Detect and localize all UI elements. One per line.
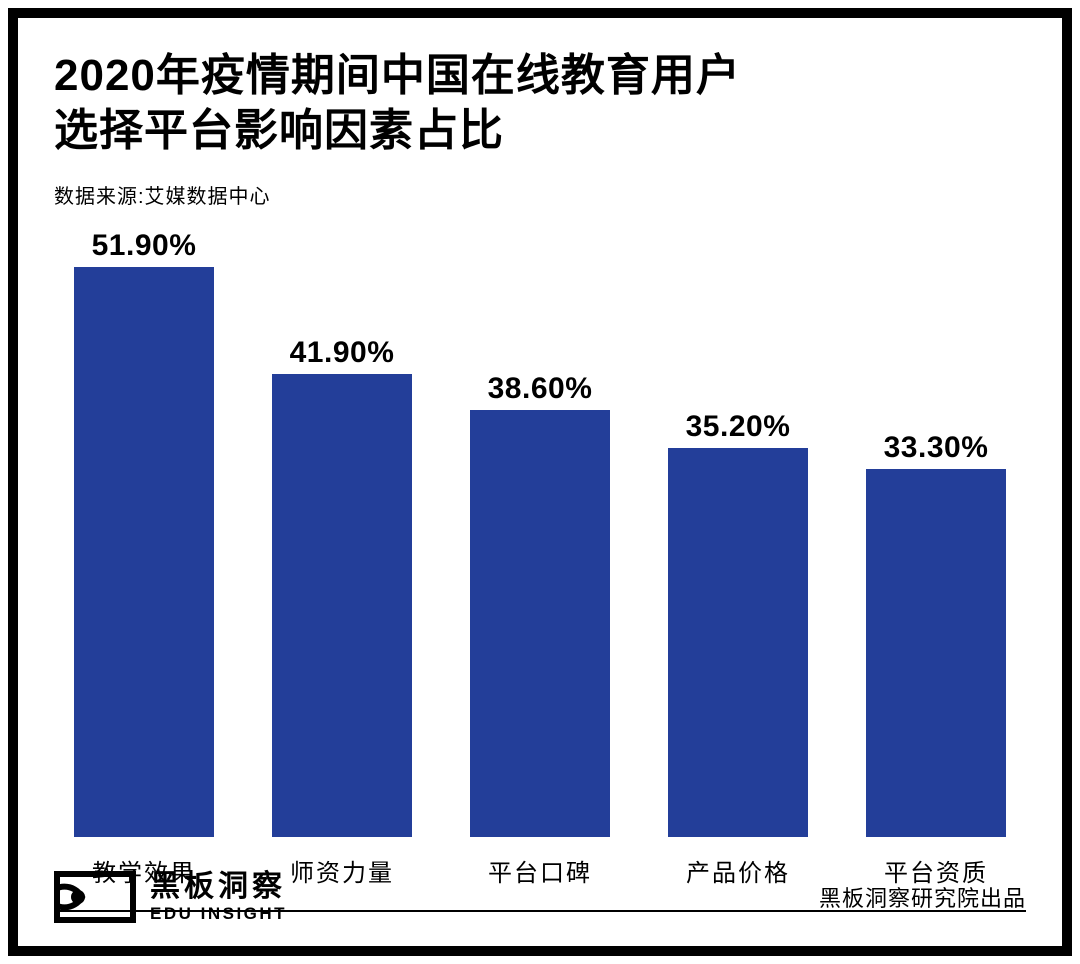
bar (272, 374, 412, 837)
chart-inner: 2020年疫情期间中国在线教育用户 选择平台影响因素占比 数据来源:艾媒数据中心… (18, 18, 1062, 946)
bar-value-label: 41.90% (290, 336, 395, 370)
chart-title-line1: 2020年疫情期间中国在线教育用户 (54, 48, 1026, 103)
brand-text: 黑板洞察 EDU INSIGHT (150, 870, 287, 924)
bar-value-label: 35.20% (686, 410, 791, 444)
bar-value-label: 38.60% (488, 372, 593, 406)
chart-title-line2: 选择平台影响因素占比 (54, 103, 1026, 158)
bar (470, 410, 610, 837)
data-source-label: 数据来源:艾媒数据中心 (54, 180, 1026, 209)
brand-name-cn: 黑板洞察 (150, 870, 287, 903)
footer-credit: 黑板洞察研究院出品 (819, 881, 1026, 913)
bar-value-label: 33.30% (884, 431, 989, 465)
bars-container: 51.90% 41.90% 38.60% 35.20% 33.30% (54, 229, 1026, 837)
bar-slot: 41.90% (252, 229, 432, 837)
brand-name-en: EDU INSIGHT (150, 905, 287, 924)
bar (74, 267, 214, 837)
bar-slot: 38.60% (450, 229, 630, 837)
bar (866, 469, 1006, 837)
chart-frame: 2020年疫情期间中国在线教育用户 选择平台影响因素占比 数据来源:艾媒数据中心… (8, 8, 1072, 956)
chart-plot-area: 51.90% 41.90% 38.60% 35.20% 33.30% (54, 229, 1026, 837)
footer: 黑板洞察 EDU INSIGHT 黑板洞察研究院出品 (54, 870, 1026, 924)
bar-slot: 35.20% (648, 229, 828, 837)
chart-title: 2020年疫情期间中国在线教育用户 选择平台影响因素占比 (54, 48, 1026, 158)
bar-value-label: 51.90% (92, 229, 197, 263)
bar-slot: 51.90% (54, 229, 234, 837)
brand-logo-icon (54, 871, 136, 923)
brand-block: 黑板洞察 EDU INSIGHT (54, 870, 287, 924)
bar (668, 448, 808, 837)
bar-slot: 33.30% (846, 229, 1026, 837)
